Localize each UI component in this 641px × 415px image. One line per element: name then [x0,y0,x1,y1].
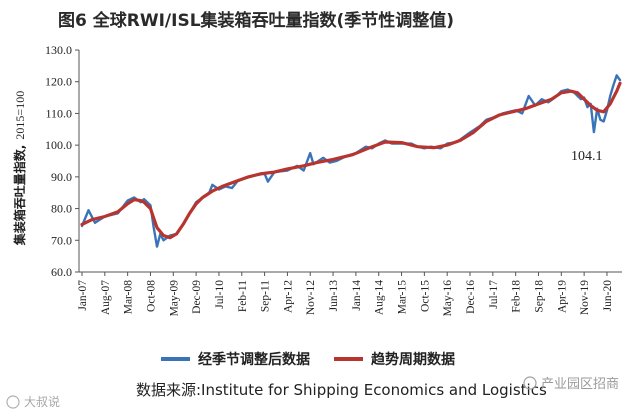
x-tick-label: Apr-12 [282,280,294,313]
axes [78,50,622,273]
x-tick-label: May-09 [168,280,180,317]
x-tick-label: Nov-12 [305,280,317,315]
watermark-left: 大叔说 [6,394,60,409]
watermark-left-icon [6,395,20,409]
x-tick-label: Sep-18 [533,280,545,313]
y-tick-label: 70.0 [51,233,72,247]
y-tick-label: 120.0 [45,75,72,89]
x-tick-label: Jun-20 [602,280,614,312]
x-tick-label: Jun-13 [328,280,340,312]
x-tick-label: Oct-15 [419,280,431,312]
y-tick-label: 80.0 [51,202,72,216]
x-tick-label: Feb-11 [237,280,249,312]
y-axis-label-unit: 2015=100 [13,91,27,140]
x-tick-label: Jul-17 [488,280,500,309]
y-tick-label: 100.0 [45,138,72,152]
x-tick-label: Aug-07 [100,280,112,315]
x-tick-label: May-16 [442,280,454,317]
x-tick-label: Feb-18 [511,280,523,313]
x-tick-label: Nov-19 [579,280,591,315]
legend: 经季节调整后数据 趋势周期数据 [161,351,455,368]
x-tick-label: Jan-14 [351,280,363,311]
watermark-right-icon [523,376,537,390]
source-note: 数据来源:Institute for Shipping Economics an… [136,381,547,399]
annotation-label: 104.1 [571,149,603,164]
x-tick-label: Oct-08 [145,280,157,312]
x-tick-label: Sep-11 [260,280,272,312]
series-group [80,74,622,248]
y-tick-label: 130.0 [45,43,72,57]
svg-text:集装箱吞吐量指数, 2015=100: 集装箱吞吐量指数, 2015=100 [9,91,28,246]
watermark-left-text: 大叔说 [24,394,60,409]
watermark-right: 产业园区招商 [523,376,619,392]
x-tick-label: Mar-15 [397,280,409,315]
x-tick-label: Jan-07 [77,280,89,311]
x-tick-label: Aug-14 [374,280,386,315]
x-tick-label: Dec-16 [465,280,477,314]
chart-title: 图6 全球RWI/ISL集装箱吞吐量指数(季节性调整值) [58,10,454,31]
watermark-right-text: 产业园区招商 [541,377,619,392]
series-line-trend [80,81,622,240]
x-tick-label: Jul-10 [214,280,226,309]
y-axis-label: 集装箱吞吐量指数, 2015=100 [9,91,28,246]
y-axis-label-text: 集装箱吞吐量指数, [12,145,27,247]
series-line-seasonal [80,74,622,248]
x-tick-label: Mar-08 [123,280,135,315]
y-tick-label: 90.0 [51,170,72,184]
x-ticks: Jan-07 Aug-07 Mar-08 Oct-08 May-09 Dec-09 Jul-… [77,272,614,316]
x-tick-label: Apr-19 [556,280,568,313]
legend-label-seasonal: 经季节调整后数据 [198,351,310,368]
y-tick-label: 110.0 [45,106,72,120]
y-tick-label: 60.0 [51,265,72,279]
x-tick-label: Dec-09 [191,280,203,314]
legend-label-trend: 趋势周期数据 [371,351,455,368]
y-ticks: 60.0 70.0 80.0 90.0 100.0 110.0 120.0 130.0 [45,43,79,279]
